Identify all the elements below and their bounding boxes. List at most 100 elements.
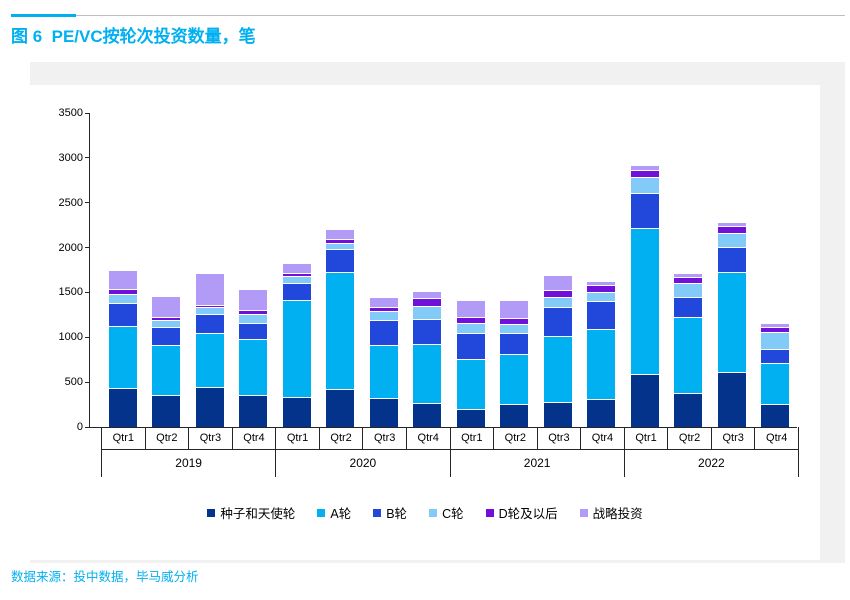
y-tick-label: 0	[76, 421, 83, 433]
figure-title: 图 6 PE/VC按轮次投资数量，笔	[11, 27, 256, 46]
bar-segment-D轮及以后	[629, 169, 660, 177]
y-tick-mark	[85, 336, 89, 338]
bar-segment-种子和天使轮	[586, 399, 617, 427]
bar-segment-A轮	[499, 353, 530, 405]
bar-segment-种子和天使轮	[760, 404, 791, 427]
bar-segment-B轮	[716, 246, 747, 272]
bar-segment-A轮	[629, 227, 660, 375]
bar-segment-战略投资	[629, 164, 660, 170]
bar-segment-战略投资	[194, 273, 225, 306]
quarter-label: Qtr2	[146, 427, 190, 449]
y-tick-mark	[85, 202, 89, 204]
legend-label: C轮	[442, 507, 464, 521]
bar-2019-Qtr2	[145, 113, 189, 427]
year-group-2019: Qtr1 Qtr2 Qtr3 Qtr4 2019	[102, 427, 277, 477]
bar-segment-A轮	[716, 271, 747, 372]
legend-label: D轮及以后	[498, 507, 558, 521]
chart-legend: 种子和天使轮 A轮 B轮 C轮 D轮及以后 战略投资	[30, 503, 820, 522]
legend-item-C轮: C轮	[429, 503, 464, 522]
legend-swatch	[207, 508, 216, 517]
bar-segment-战略投资	[499, 300, 530, 319]
bar-segment-C轮	[542, 296, 573, 307]
legend-item-种子和天使轮: 种子和天使轮	[207, 503, 295, 522]
bar-segment-D轮及以后	[412, 298, 443, 307]
quarter-label: Qtr4	[417, 432, 439, 444]
bar-2020-Qtr1	[275, 113, 319, 427]
bar-segment-A轮	[107, 326, 138, 388]
bar-2022-Qtr1	[623, 113, 667, 427]
chart-card: 0 500 1000 1500 2000 2500 3000 3500 Qtr1 Qtr2 Qtr…	[30, 85, 820, 560]
legend-item-D轮及以后: D轮及以后	[485, 503, 558, 522]
y-tick-label: 2500	[58, 196, 83, 209]
bar-segment-C轮	[586, 292, 617, 302]
bar-segment-战略投资	[455, 300, 486, 318]
y-tick-mark	[85, 112, 89, 114]
y-tick-label: 1500	[58, 286, 83, 299]
bar-segment-C轮	[107, 294, 138, 304]
x-axis-line	[89, 427, 797, 428]
bar-segment-战略投资	[412, 290, 443, 299]
bar-segment-C轮	[412, 306, 443, 320]
bar-segment-A轮	[368, 344, 399, 398]
bar-segment-种子和天使轮	[542, 401, 573, 427]
quarter-label: Qtr1	[102, 427, 146, 449]
bar-segment-D轮及以后	[499, 318, 530, 324]
bar-segment-种子和天使轮	[716, 371, 747, 427]
quarter-row: Qtr1 Qtr2 Qtr3 Qtr4	[276, 427, 450, 450]
bar-segment-种子和天使轮	[455, 409, 486, 427]
bar-segment-C轮	[499, 323, 530, 333]
bar-segment-种子和天使轮	[194, 387, 225, 427]
bar-segment-种子和天使轮	[673, 392, 704, 427]
bar-segment-B轮	[325, 248, 356, 272]
bar-segment-战略投资	[760, 323, 791, 328]
y-tick-mark	[85, 381, 89, 383]
bar-segment-A轮	[760, 363, 791, 405]
bar-segment-种子和天使轮	[499, 404, 530, 427]
y-tick-mark	[85, 291, 89, 293]
bar-segment-A轮	[586, 329, 617, 400]
bar-segment-D轮及以后	[455, 317, 486, 323]
bar-segment-C轮	[455, 322, 486, 333]
bar-2019-Qtr3	[188, 113, 232, 427]
bar-segment-种子和天使轮	[325, 388, 356, 427]
bar-segment-B轮	[151, 326, 182, 345]
quarter-label: Qtr1	[451, 427, 495, 449]
bar-segment-种子和天使轮	[368, 397, 399, 427]
bar-segment-B轮	[586, 301, 617, 330]
y-tick-label: 500	[64, 376, 83, 389]
year-label: 2019	[175, 456, 202, 470]
bar-segment-A轮	[281, 300, 312, 397]
bar-segment-C轮	[673, 283, 704, 297]
bar-segment-战略投资	[716, 221, 747, 226]
quarter-label: Qtr3	[189, 427, 233, 449]
bar-2020-Qtr2	[319, 113, 363, 427]
quarter-label: Qtr4	[766, 432, 788, 444]
legend-swatch	[485, 508, 494, 517]
y-axis-line	[89, 113, 90, 427]
divider-line	[76, 15, 845, 16]
quarter-label: Qtr3	[363, 427, 407, 449]
bar-2022-Qtr3	[710, 113, 754, 427]
bars-area	[101, 113, 797, 427]
bar-segment-C轮	[325, 242, 356, 249]
bar-segment-D轮及以后	[368, 306, 399, 311]
stacked-bar-chart: 0 500 1000 1500 2000 2500 3000 3500 Qtr1 Qtr2 Qtr…	[30, 85, 820, 560]
bar-2021-Qtr4	[580, 113, 624, 427]
year-label: 2021	[523, 456, 551, 470]
bar-2022-Qtr4	[754, 113, 798, 427]
bar-segment-D轮及以后	[586, 285, 617, 293]
bar-segment-战略投资	[281, 262, 312, 273]
chart-panel: 0 500 1000 1500 2000 2500 3000 3500 Qtr1 Qtr2 Qtr…	[30, 62, 845, 563]
source-note: 数据来源：投中数据，毕马威分析	[11, 570, 199, 584]
bar-segment-D轮及以后	[760, 327, 791, 333]
bar-segment-种子和天使轮	[238, 395, 269, 427]
year-group-2020: Qtr1 Qtr2 Qtr3 Qtr4 2020	[276, 427, 451, 477]
bar-segment-种子和天使轮	[412, 402, 443, 427]
bar-segment-战略投资	[368, 296, 399, 307]
y-tick-mark	[85, 247, 89, 249]
year-group-2022: Qtr1 Qtr2 Qtr3 Qtr4 2022	[624, 427, 798, 477]
legend-label: 种子和天使轮	[220, 507, 296, 521]
bar-segment-战略投资	[151, 296, 182, 317]
bar-2020-Qtr4	[406, 113, 450, 427]
